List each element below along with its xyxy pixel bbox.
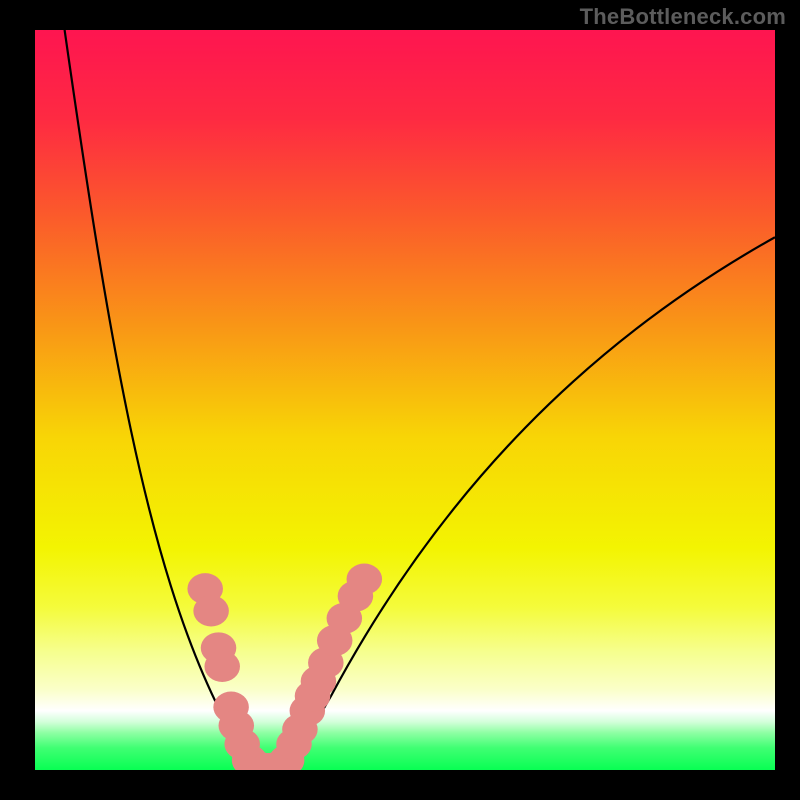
watermark-text: TheBottleneck.com [580,4,786,30]
gradient-background [35,30,775,770]
marker-right-9 [347,564,383,595]
chart-svg [35,30,775,770]
marker-left-3 [204,651,240,682]
chart-container: TheBottleneck.com [0,0,800,800]
marker-left-1 [193,595,229,626]
plot-area [35,30,775,770]
